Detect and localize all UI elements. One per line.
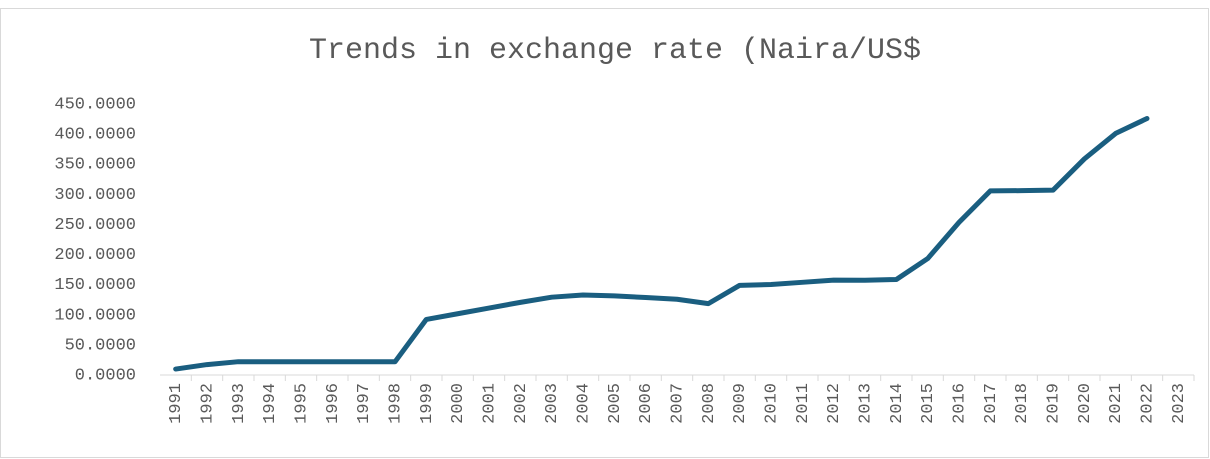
x-tick-label: 2023	[1170, 383, 1189, 424]
x-tick-label: 2011	[794, 383, 813, 424]
x-tick-label: 1994	[261, 383, 280, 424]
y-tick-label: 100.0000	[54, 306, 136, 325]
x-tick-label: 2016	[950, 383, 969, 424]
y-tick-label: 250.0000	[54, 216, 136, 235]
x-tick-label: 1993	[230, 383, 249, 424]
x-tick-label: 2003	[543, 383, 562, 424]
y-tick-label: 450.0000	[54, 95, 136, 114]
x-tick-label: 1999	[418, 383, 437, 424]
x-tick-label: 1998	[386, 383, 405, 424]
x-tick-label: 2013	[856, 383, 875, 424]
x-tick-label: 1996	[324, 383, 343, 424]
x-tick-label: 2006	[637, 383, 656, 424]
x-tick-label: 2004	[574, 383, 593, 424]
y-tick-label: 350.0000	[54, 156, 136, 175]
line-series	[173, 116, 1150, 372]
x-tick-label: 2002	[512, 383, 531, 424]
x-tick-label: 2000	[449, 383, 468, 424]
chart-title: Trends in exchange rate (Naira/US$	[309, 34, 921, 68]
y-tick-label: 150.0000	[54, 276, 136, 295]
x-tick-label: 2012	[825, 383, 844, 424]
y-tick-label: 0.0000	[75, 366, 136, 385]
x-tick-label: 2017	[982, 383, 1001, 424]
x-tick-label: 2009	[731, 383, 750, 424]
y-tick-label: 400.0000	[54, 126, 136, 145]
x-tick-label: 1992	[198, 383, 217, 424]
x-tick-label: 2010	[762, 383, 781, 424]
y-tick-label: 200.0000	[54, 246, 136, 265]
x-tick-label: 2008	[700, 383, 719, 424]
x-tick-label: 2015	[919, 383, 938, 424]
x-tick-label: 2014	[888, 383, 907, 424]
x-tick-label: 2022	[1138, 383, 1157, 424]
x-tick-label: 1991	[167, 383, 186, 424]
x-tick-label: 1995	[292, 383, 311, 424]
y-tick-label: 50.0000	[65, 336, 136, 355]
x-tick-label: 2001	[480, 383, 499, 424]
x-tick-label: 2005	[606, 383, 625, 424]
x-tick-label: 2018	[1013, 383, 1032, 424]
x-tick-label: 2007	[668, 383, 687, 424]
x-tick-label: 2021	[1107, 383, 1126, 424]
chart-border	[0, 8, 1209, 458]
x-tick-label: 1997	[355, 383, 374, 424]
x-tick-label: 2020	[1076, 383, 1095, 424]
y-tick-label: 300.0000	[54, 186, 136, 205]
x-tick-label: 2019	[1044, 383, 1063, 424]
